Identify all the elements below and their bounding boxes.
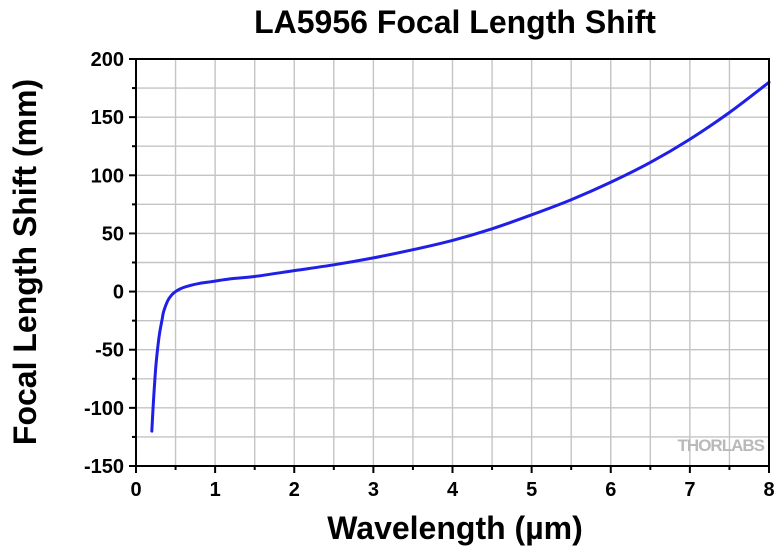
y-tick-label: 0 [113,282,124,304]
x-axis-label: Wavelength (µm) [327,510,582,546]
y-tick-label: 100 [91,165,124,187]
x-tick-label: 6 [605,479,616,501]
y-tick-label: 200 [91,49,124,71]
grid-lines [136,59,769,466]
chart-title: LA5956 Focal Length Shift [254,4,656,40]
x-tick-label: 0 [130,479,141,501]
y-tick-label: -50 [95,340,124,362]
y-tick-label: -100 [84,398,124,420]
y-axis-label: Focal Length Shift (mm) [7,79,43,445]
x-tick-label: 2 [289,479,300,501]
y-tick-label: 50 [102,223,124,245]
x-tick-label: 5 [526,479,537,501]
y-tick-label: -150 [84,456,124,478]
x-tick-label: 8 [763,479,774,501]
x-tick-label: 3 [368,479,379,501]
axis-ticks [129,59,769,473]
y-tick-label: 150 [91,107,124,129]
y-tick-labels: -150 -100 -50 0 50 100 150 200 [84,49,124,478]
x-tick-label: 7 [684,479,695,501]
thorlabs-watermark: THORLABS [678,436,765,455]
x-tick-label: 1 [210,479,221,501]
x-tick-label: 4 [447,479,459,501]
x-tick-labels: 0 1 2 3 4 5 6 7 8 [130,479,774,501]
